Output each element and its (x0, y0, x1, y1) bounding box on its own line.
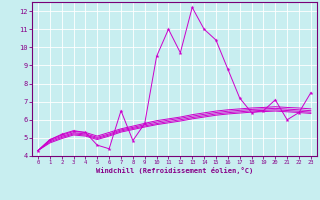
X-axis label: Windchill (Refroidissement éolien,°C): Windchill (Refroidissement éolien,°C) (96, 167, 253, 174)
